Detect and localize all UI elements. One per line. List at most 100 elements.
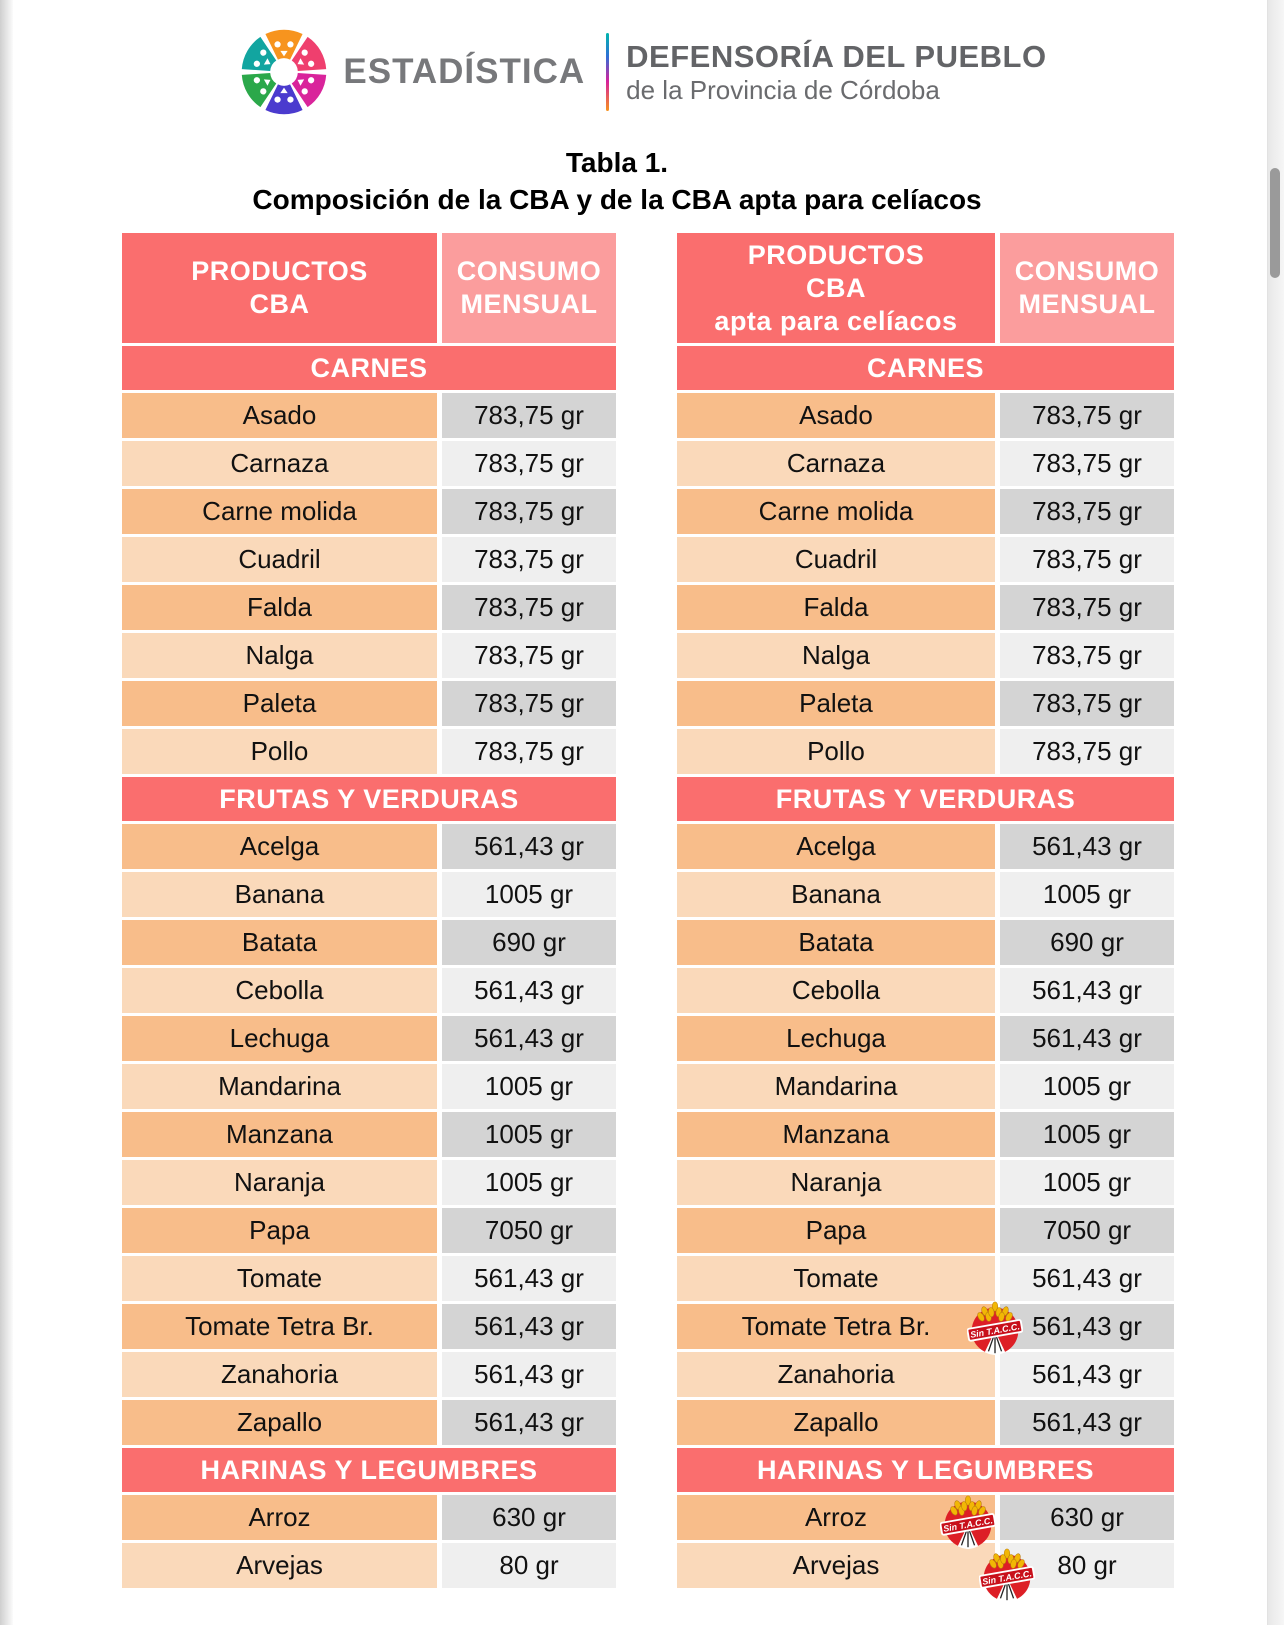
product-cell: Tomate Tetra Br. bbox=[677, 1304, 995, 1349]
table-row: Asado 783,75 gr bbox=[677, 393, 1174, 438]
table-row: Carnaza 783,75 gr bbox=[677, 441, 1174, 486]
table-row: Nalga 783,75 gr bbox=[122, 633, 616, 678]
product-cell: Zanahoria bbox=[122, 1352, 437, 1397]
category-header-carnes: CARNES bbox=[677, 346, 1174, 390]
product-cell: Manzana bbox=[677, 1112, 995, 1157]
table-row: Naranja 1005 gr bbox=[122, 1160, 616, 1205]
consumption-cell: 783,75 gr bbox=[1000, 537, 1174, 582]
scrollbar-thumb[interactable] bbox=[1270, 168, 1280, 278]
product-cell: Tomate Tetra Br. bbox=[122, 1304, 437, 1349]
consumption-cell: 1005 gr bbox=[1000, 1064, 1174, 1109]
sin-tacc-icon: Sin T.A.C.C. bbox=[939, 1495, 997, 1550]
table-row: Zapallo 561,43 gr bbox=[122, 1400, 616, 1445]
page-left-edge-shadow bbox=[0, 0, 13, 1625]
product-cell: Lechuga bbox=[677, 1016, 995, 1061]
product-cell: Nalga bbox=[677, 633, 995, 678]
table-row: Lechuga 561,43 gr bbox=[122, 1016, 616, 1061]
consumption-cell: 783,75 gr bbox=[1000, 489, 1174, 534]
header-line: CBA bbox=[806, 272, 866, 303]
column-header-consumo-mensual: CONSUMO MENSUAL bbox=[1000, 233, 1174, 343]
product-cell: Mandarina bbox=[122, 1064, 437, 1109]
consumption-cell: 783,75 gr bbox=[1000, 729, 1174, 774]
table-title-line2: Composición de la CBA y de la CBA apta p… bbox=[252, 184, 982, 215]
category-header-harinas-y-legumbres: HARINAS Y LEGUMBRES bbox=[677, 1448, 1174, 1492]
category-header-carnes: CARNES bbox=[122, 346, 616, 390]
consumption-cell: 561,43 gr bbox=[1000, 1016, 1174, 1061]
table-row: Paleta 783,75 gr bbox=[677, 681, 1174, 726]
product-cell: Asado bbox=[677, 393, 995, 438]
table-row: Lechuga 561,43 gr bbox=[677, 1016, 1174, 1061]
table-row: Arroz 630 gr Sin T.A.C.C. bbox=[677, 1495, 1174, 1550]
consumption-cell: 561,43 gr bbox=[442, 1304, 616, 1349]
header-line: PRODUCTOS bbox=[191, 256, 368, 286]
column-header-consumo-mensual: CONSUMO MENSUAL bbox=[442, 233, 616, 343]
table-row: Papa 7050 gr bbox=[677, 1208, 1174, 1253]
table-row: Cebolla 561,43 gr bbox=[677, 968, 1174, 1013]
table-header-row: PRODUCTOS CBA apta para celíacos CONSUMO MEN… bbox=[677, 233, 1174, 343]
org-subtitle: de la Provincia de Córdoba bbox=[626, 74, 940, 105]
consumption-cell: 561,43 gr bbox=[1000, 1256, 1174, 1301]
consumption-cell: 561,43 gr bbox=[1000, 824, 1174, 869]
consumption-cell: 783,75 gr bbox=[442, 537, 616, 582]
product-cell: Arvejas bbox=[122, 1543, 437, 1588]
table-row: Zanahoria 561,43 gr bbox=[122, 1352, 616, 1397]
header-line: MENSUAL bbox=[460, 289, 598, 319]
product-cell: Lechuga bbox=[122, 1016, 437, 1061]
consumption-cell: 80 gr bbox=[442, 1543, 616, 1588]
table-row: Cuadril 783,75 gr bbox=[122, 537, 616, 582]
consumption-cell: 561,43 gr bbox=[442, 824, 616, 869]
table-row: Manzana 1005 gr bbox=[122, 1112, 616, 1157]
header-line: PRODUCTOS bbox=[747, 239, 925, 270]
product-cell: Acelga bbox=[677, 824, 995, 869]
scrollbar-track[interactable] bbox=[1267, 0, 1284, 1625]
table-title-line1: Tabla 1. bbox=[565, 147, 669, 178]
table-row: Asado 783,75 gr bbox=[122, 393, 616, 438]
product-cell: Pollo bbox=[677, 729, 995, 774]
product-cell: Carnaza bbox=[677, 441, 995, 486]
table-row: Zanahoria 561,43 gr bbox=[677, 1352, 1174, 1397]
consumption-cell: 561,43 gr bbox=[1000, 1352, 1174, 1397]
consumption-cell: 561,43 gr bbox=[442, 1256, 616, 1301]
consumption-cell: 783,75 gr bbox=[442, 729, 616, 774]
header-line: MENSUAL bbox=[1018, 289, 1156, 319]
table-row: Batata 690 gr bbox=[677, 920, 1174, 965]
logo-divider bbox=[606, 33, 610, 111]
consumption-cell: 783,75 gr bbox=[1000, 393, 1174, 438]
product-cell: Cebolla bbox=[677, 968, 995, 1013]
table-header-row: PRODUCTOS CBA CONSUMO MENSUAL bbox=[122, 233, 616, 343]
category-header-harinas-y-legumbres: HARINAS Y LEGUMBRES bbox=[122, 1448, 616, 1492]
product-cell: Banana bbox=[122, 872, 437, 917]
cba-celiac-table: PRODUCTOS CBA apta para celíacos CONSUMO MEN… bbox=[677, 233, 1174, 1603]
table-row: Batata 690 gr bbox=[122, 920, 616, 965]
sin-tacc-icon: Sin T.A.C.C. bbox=[978, 1548, 1036, 1603]
table-row: Arvejas 80 gr bbox=[122, 1543, 616, 1588]
product-cell: Nalga bbox=[122, 633, 437, 678]
consumption-cell: 1005 gr bbox=[1000, 1112, 1174, 1157]
product-cell: Zanahoria bbox=[677, 1352, 995, 1397]
brand-header: ESTADÍSTICA DEFENSORÍA DEL PUEBLO de la … bbox=[12, 26, 1272, 118]
sin-tacc-badge: Sin T.A.C.C. bbox=[966, 1298, 1024, 1358]
product-cell: Falda bbox=[122, 585, 437, 630]
product-cell: Asado bbox=[122, 393, 437, 438]
consumption-cell: 1005 gr bbox=[442, 1064, 616, 1109]
header-line: CONSUMO bbox=[456, 256, 602, 286]
table-row: Zapallo 561,43 gr bbox=[677, 1400, 1174, 1445]
consumption-cell: 630 gr bbox=[442, 1495, 616, 1540]
product-cell: Cuadril bbox=[677, 537, 995, 582]
table-row: Falda 783,75 gr bbox=[677, 585, 1174, 630]
table-row: Cuadril 783,75 gr bbox=[677, 537, 1174, 582]
consumption-cell: 783,75 gr bbox=[442, 441, 616, 486]
table-row: Cebolla 561,43 gr bbox=[122, 968, 616, 1013]
consumption-cell: 783,75 gr bbox=[442, 393, 616, 438]
table-row: Arroz 630 gr bbox=[122, 1495, 616, 1540]
estadistica-flower-logo-icon bbox=[242, 29, 327, 115]
table-row: Tomate 561,43 gr bbox=[122, 1256, 616, 1301]
product-cell: Arvejas bbox=[677, 1543, 995, 1588]
table-row: Nalga 783,75 gr bbox=[677, 633, 1174, 678]
consumption-cell: 783,75 gr bbox=[1000, 633, 1174, 678]
product-cell: Manzana bbox=[122, 1112, 437, 1157]
consumption-cell: 1005 gr bbox=[442, 872, 616, 917]
product-cell: Carnaza bbox=[122, 441, 437, 486]
consumption-cell: 1005 gr bbox=[442, 1112, 616, 1157]
table-title: Tabla 1. Composición de la CBA y de la C… bbox=[0, 144, 1234, 218]
